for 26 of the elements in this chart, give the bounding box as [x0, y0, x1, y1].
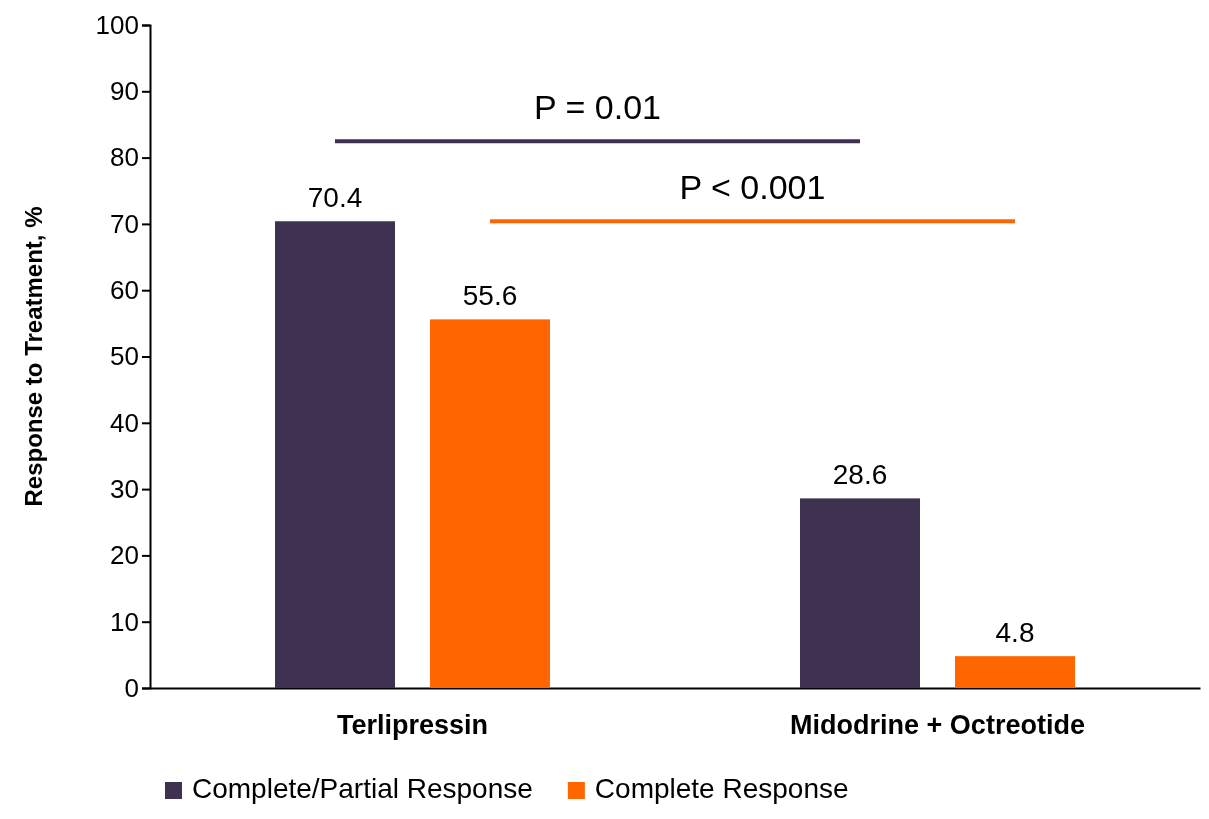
legend-label: Complete/Partial Response: [192, 773, 533, 804]
bar: [800, 498, 920, 688]
y-tick-label: 40: [110, 407, 139, 438]
data-label: 28.6: [832, 459, 888, 491]
y-axis-title: Response to Treatment, %: [20, 206, 47, 507]
y-tick-label: 70: [110, 208, 139, 239]
bar: [430, 319, 550, 688]
data-label: 70.4: [307, 182, 363, 214]
y-tick-label: 60: [110, 275, 139, 306]
annotation: P = 0.01: [534, 88, 661, 127]
y-tick-label: 80: [110, 142, 139, 173]
annotation: P < 0.001: [679, 168, 826, 207]
y-tick-label: 0: [124, 672, 139, 703]
y-tick-label: 100: [95, 9, 139, 40]
y-tick-label: 30: [110, 473, 139, 504]
x-tick-label: Terlipressin: [336, 710, 489, 741]
data-label: 55.6: [462, 280, 518, 312]
y-tick-label: 20: [110, 540, 139, 571]
bar: [955, 656, 1075, 688]
y-tick-label: 10: [110, 606, 139, 637]
x-tick-label: Midodrine + Octreotide: [790, 710, 1085, 741]
y-tick-label: 50: [110, 341, 139, 372]
bar: [275, 221, 395, 688]
legend-label: Complete Response: [594, 773, 849, 804]
data-label: 4.8: [995, 617, 1035, 649]
y-tick-label: 90: [110, 76, 139, 107]
